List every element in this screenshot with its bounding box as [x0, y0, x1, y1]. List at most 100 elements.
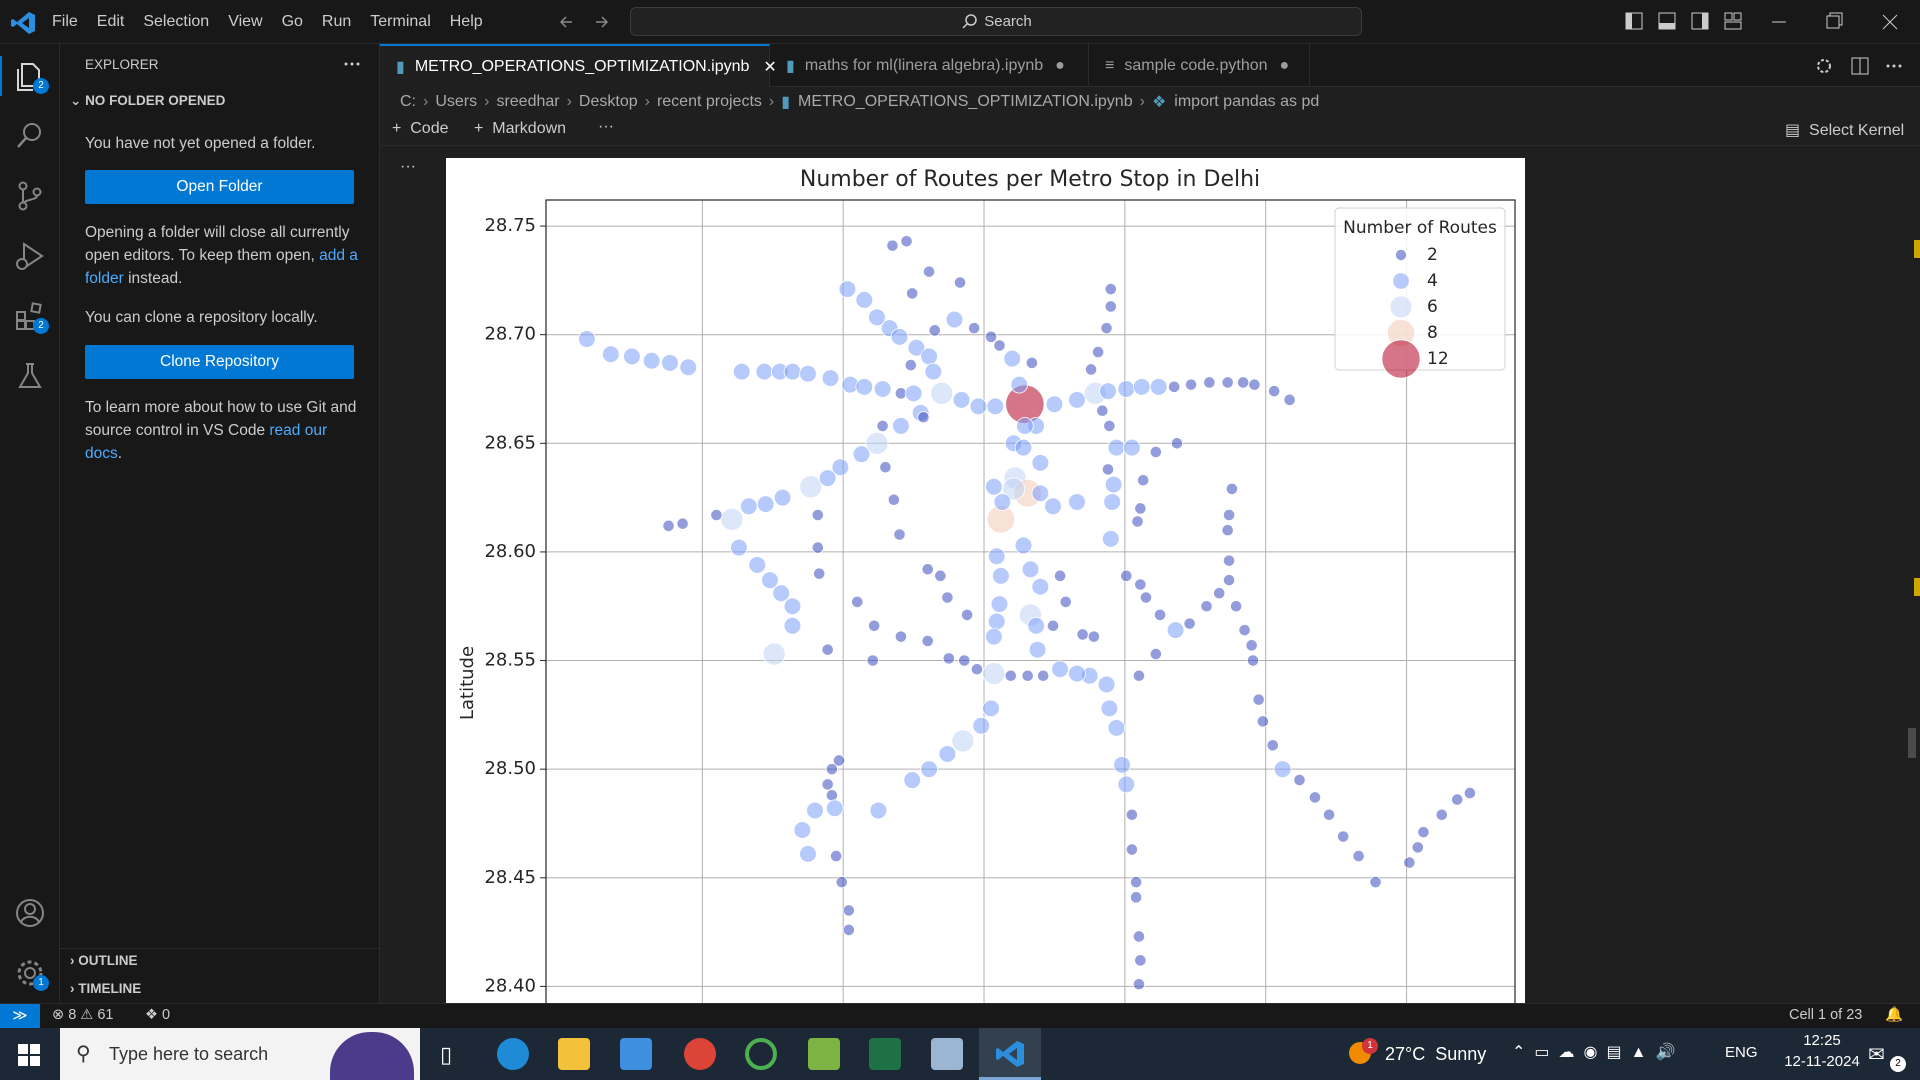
stop-point	[952, 391, 971, 409]
menu-item[interactable]: Terminal	[370, 13, 431, 30]
open-folder-button[interactable]: Open Folder	[85, 170, 354, 204]
menu-item[interactable]: Edit	[96, 13, 125, 30]
menu-item[interactable]: Help	[449, 13, 483, 30]
cell-indicator[interactable]: Cell 1 of 23	[1789, 1007, 1863, 1023]
legend-label: 8	[1427, 323, 1438, 343]
start-button[interactable]	[18, 1044, 40, 1066]
notifications[interactable]: 🔔	[1885, 1007, 1904, 1023]
language[interactable]: ENG	[1725, 1044, 1758, 1061]
more-actions[interactable]	[342, 56, 362, 72]
stop-point	[953, 276, 967, 289]
app-icon[interactable]	[745, 1038, 777, 1070]
weather[interactable]: 27°C Sunny	[1385, 1044, 1487, 1064]
stop-point	[623, 347, 641, 366]
search-label: Search	[984, 13, 1032, 30]
stop-point	[1014, 536, 1033, 555]
source-control-icon[interactable]	[14, 180, 46, 212]
menu-item[interactable]: View	[228, 13, 263, 30]
editor-tab[interactable]: ▮ maths for ml(linera algebra).ipynb ●	[770, 44, 1089, 87]
vscode-logo[interactable]	[10, 10, 36, 36]
y-tick-label: 28.45	[484, 867, 536, 888]
testing-icon[interactable]	[14, 360, 46, 392]
stop-point	[961, 608, 974, 622]
excel-icon[interactable]	[869, 1038, 901, 1070]
stop-point	[799, 845, 817, 863]
clock[interactable]: 12:25 12-11-2024	[1770, 1032, 1874, 1070]
stop-point	[1096, 404, 1109, 417]
stop-point	[761, 571, 779, 589]
clone-repository-button[interactable]: Clone Repository	[85, 345, 354, 379]
breadcrumb[interactable]: recent projects	[656, 93, 762, 110]
stop-point	[868, 619, 881, 632]
search-view-icon[interactable]	[14, 120, 46, 152]
sidebar-text: You can clone a repository locally.	[85, 309, 318, 326]
menu-item[interactable]: File	[52, 13, 78, 30]
stop-point	[1021, 560, 1040, 579]
taskbar-search[interactable]: ⚲ Type here to search	[60, 1028, 420, 1080]
stop-point	[855, 291, 874, 309]
breadcrumb[interactable]: sreedhar	[496, 93, 560, 110]
select-kernel[interactable]: ▤ Select Kernel	[1785, 122, 1905, 139]
stop-point	[1101, 530, 1120, 548]
stop-point	[1184, 378, 1198, 391]
stop-point	[1092, 345, 1105, 359]
editor-tab[interactable]: ≡ sample code.python ●	[1089, 44, 1310, 87]
cell-output-menu[interactable]: ···	[400, 158, 416, 175]
stop-point	[993, 493, 1012, 511]
add-markdown-cell[interactable]: + Markdown	[474, 120, 567, 137]
menu-item[interactable]: Selection	[143, 13, 210, 30]
stop-point	[851, 595, 864, 608]
breadcrumb[interactable]: C:	[400, 93, 416, 110]
section-header[interactable]: › OUTLINE	[70, 953, 138, 968]
problems[interactable]: ⊗ 8 ⚠ 61	[52, 1007, 114, 1023]
stop-point	[887, 493, 900, 506]
run-debug-icon[interactable]	[14, 240, 46, 272]
axes-frame	[545, 199, 1516, 1003]
app-icon[interactable]	[931, 1038, 963, 1070]
search-highlight	[330, 1032, 414, 1080]
mail-icon[interactable]	[620, 1038, 652, 1070]
stop-point	[1268, 385, 1281, 398]
breadcrumb[interactable]: Users	[435, 93, 478, 110]
section-header[interactable]: ⌄ NO FOLDER OPENED	[70, 93, 226, 108]
y-tick-label: 28.65	[484, 432, 536, 453]
menu-item[interactable]: Go	[281, 13, 303, 30]
editor-tab[interactable]: ▮ METRO_OPERATIONS_OPTIMIZATION.ipynb ✕	[380, 44, 777, 87]
editor-actions[interactable]	[1812, 55, 1912, 77]
accounts-icon[interactable]	[14, 897, 46, 929]
section-header[interactable]: › TIMELINE	[70, 981, 142, 996]
link[interactable]: read our docs	[85, 422, 328, 462]
breadcrumb[interactable]: import pandas as pd	[1174, 93, 1320, 110]
remote-indicator[interactable]: ≫	[0, 1004, 40, 1028]
settings-icon[interactable]	[14, 957, 46, 989]
window-controls[interactable]	[1615, 10, 1915, 34]
toolbar-more[interactable]: ···	[598, 118, 614, 135]
stop-point	[1068, 493, 1086, 511]
chart: Number of Routes per Metro Stop in Delhi…	[457, 167, 1516, 1003]
stop-point	[1044, 497, 1062, 516]
app-icon[interactable]	[808, 1038, 840, 1070]
notebook-toolbar: + Code + Markdown ··· ▤ Select Kernel	[380, 118, 1920, 146]
stop-point	[679, 358, 698, 377]
stop-point	[1068, 391, 1086, 409]
breadcrumb[interactable]: METRO_OPERATIONS_OPTIMIZATION.ipynb	[798, 93, 1133, 110]
stop-point	[1031, 484, 1050, 503]
chrome-icon[interactable]	[684, 1038, 716, 1070]
active-app[interactable]	[979, 1028, 1041, 1080]
link[interactable]: add a folder	[85, 247, 358, 287]
explorer-app-icon[interactable]	[558, 1038, 590, 1070]
add-code-cell[interactable]: + Code	[392, 120, 449, 137]
command-search[interactable]: Search	[630, 7, 1362, 36]
scrollbar-thumb[interactable]	[1908, 728, 1916, 758]
tray-icons[interactable]: ⌃▭☁◉▤▲🔊	[1512, 1044, 1685, 1061]
stop-point	[907, 338, 926, 357]
action-center[interactable]: ✉	[1868, 1044, 1885, 1066]
stop-point	[1117, 380, 1136, 398]
menu-item[interactable]: Run	[321, 13, 352, 30]
edge-icon[interactable]	[497, 1038, 529, 1070]
nav-arrows[interactable]	[560, 12, 610, 32]
breadcrumb[interactable]: Desktop	[578, 93, 638, 110]
ports[interactable]: ❖ 0	[145, 1007, 171, 1023]
y-tick-label: 28.75	[484, 215, 536, 236]
task-view[interactable]: ▯	[440, 1042, 453, 1067]
